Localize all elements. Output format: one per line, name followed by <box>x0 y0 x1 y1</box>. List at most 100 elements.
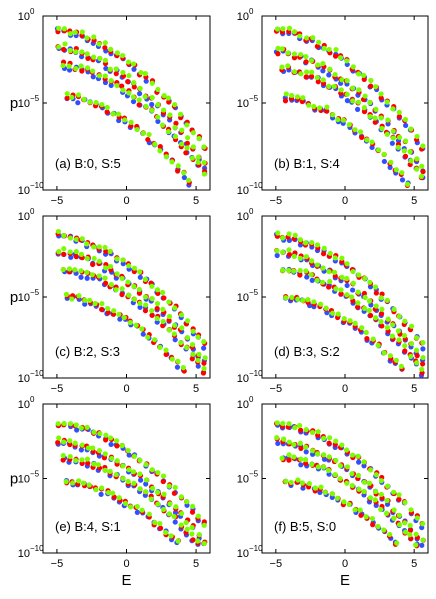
data-point <box>56 44 62 50</box>
data-point <box>372 497 378 503</box>
data-point <box>152 519 158 526</box>
data-point <box>143 78 149 84</box>
data-point <box>84 456 91 462</box>
data-point <box>326 440 332 446</box>
data-point <box>98 491 104 497</box>
y-tick-exponent: 0 <box>249 395 254 404</box>
data-point <box>291 29 298 35</box>
data-point <box>367 467 374 473</box>
data-point <box>367 495 374 501</box>
data-point <box>378 115 384 121</box>
data-point <box>366 307 372 314</box>
data-point <box>344 480 350 486</box>
data-point <box>373 472 379 478</box>
data-point <box>157 144 163 150</box>
data-point <box>283 91 289 97</box>
data-point <box>303 253 310 260</box>
data-point <box>372 315 379 321</box>
data-point <box>131 84 137 90</box>
data-point <box>131 283 137 290</box>
data-point <box>346 122 352 128</box>
data-point <box>61 46 67 53</box>
data-point <box>99 485 105 491</box>
data-point <box>101 455 108 461</box>
data-point <box>172 133 178 140</box>
data-point <box>291 51 298 57</box>
data-point <box>61 251 67 257</box>
data-point <box>332 472 338 478</box>
data-point <box>149 308 155 314</box>
data-point <box>174 364 181 370</box>
data-point <box>274 420 280 426</box>
data-point <box>361 108 368 115</box>
data-point <box>143 489 149 495</box>
y-tick-label: 10 <box>237 548 249 560</box>
data-point <box>143 481 149 487</box>
y-tick-label: 10 <box>237 373 249 385</box>
data-point <box>190 328 196 334</box>
data-point <box>103 65 109 72</box>
data-point <box>378 491 384 498</box>
data-point <box>90 445 96 451</box>
data-point <box>281 436 287 442</box>
data-point <box>175 358 181 364</box>
data-point <box>355 304 361 310</box>
data-point <box>160 306 166 312</box>
data-point <box>134 509 140 515</box>
data-point <box>72 29 78 36</box>
data-point <box>331 83 337 90</box>
data-point <box>381 527 387 533</box>
data-point <box>309 258 315 264</box>
data-point <box>402 348 408 354</box>
data-point <box>201 540 207 547</box>
data-point <box>56 435 62 441</box>
data-point <box>175 538 181 544</box>
data-point <box>311 103 317 110</box>
data-point <box>102 280 109 286</box>
data-point <box>173 120 179 126</box>
data-point <box>196 351 202 357</box>
data-point <box>381 151 387 157</box>
data-point <box>172 337 178 343</box>
data-point <box>420 521 426 527</box>
data-point <box>367 279 373 285</box>
data-point <box>361 479 368 485</box>
data-point <box>339 442 345 448</box>
data-point <box>184 499 190 505</box>
data-point <box>358 512 364 518</box>
data-point <box>310 448 316 454</box>
data-point <box>78 447 84 453</box>
data-point <box>327 278 333 285</box>
data-point <box>341 316 347 322</box>
data-point <box>102 265 109 271</box>
data-point <box>379 125 385 132</box>
data-point <box>195 357 201 364</box>
data-point <box>396 134 403 140</box>
data-point <box>165 95 172 101</box>
data-point <box>109 455 115 462</box>
data-point <box>297 51 304 58</box>
data-point <box>113 66 119 72</box>
data-point <box>111 494 117 500</box>
data-point <box>91 461 97 467</box>
data-point <box>90 261 96 268</box>
data-point <box>108 46 114 52</box>
data-point <box>125 78 131 85</box>
data-point <box>102 40 108 46</box>
data-point <box>61 246 67 252</box>
data-point <box>90 68 96 74</box>
data-point <box>102 73 108 79</box>
data-point <box>149 101 155 108</box>
data-point <box>154 287 161 293</box>
data-point <box>99 102 105 108</box>
data-point <box>401 333 408 339</box>
plot-frame <box>42 15 211 191</box>
data-point <box>304 274 310 280</box>
data-point <box>56 25 62 31</box>
data-point <box>102 275 108 281</box>
data-point <box>183 519 189 526</box>
data-point <box>396 337 402 343</box>
data-point <box>315 62 321 68</box>
data-point <box>393 357 399 363</box>
